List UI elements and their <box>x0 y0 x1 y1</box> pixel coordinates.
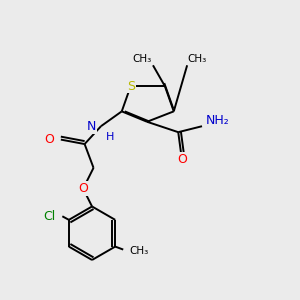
Text: S: S <box>127 80 135 93</box>
Text: CH₃: CH₃ <box>187 54 206 64</box>
Text: O: O <box>44 133 54 146</box>
Text: N: N <box>87 120 97 133</box>
Text: CH₃: CH₃ <box>129 246 148 256</box>
Text: H: H <box>106 132 115 142</box>
Text: O: O <box>177 153 187 166</box>
Text: Cl: Cl <box>43 210 56 223</box>
Text: O: O <box>78 182 88 195</box>
Text: NH₂: NH₂ <box>206 114 229 128</box>
Text: CH₃: CH₃ <box>132 54 152 64</box>
